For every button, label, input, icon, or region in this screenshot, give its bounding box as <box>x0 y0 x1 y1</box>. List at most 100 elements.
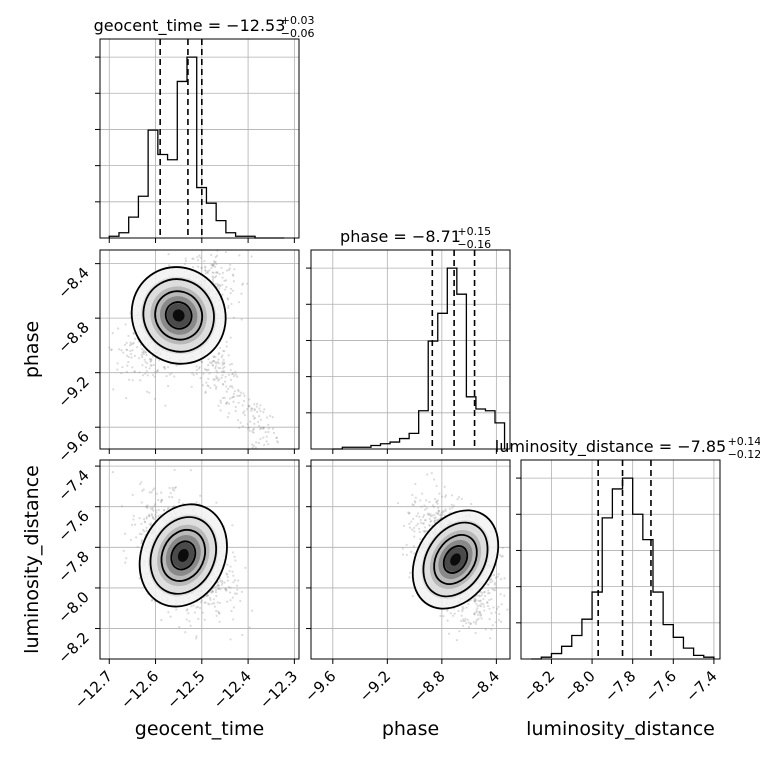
sample-point <box>216 583 220 586</box>
sample-point <box>481 592 484 595</box>
sample-point <box>229 263 232 266</box>
sample-point <box>221 396 225 400</box>
sample-point <box>486 601 489 605</box>
sample-point <box>163 366 166 369</box>
sample-point <box>229 292 232 295</box>
sample-point <box>199 376 202 380</box>
sample-point <box>126 354 129 357</box>
sample-point <box>146 362 149 365</box>
sample-point <box>196 605 200 608</box>
sample-point <box>216 371 219 374</box>
sample-point <box>429 515 433 518</box>
sample-point <box>497 605 500 608</box>
sample-point <box>501 555 504 558</box>
sample-point <box>480 617 483 620</box>
sample-point <box>439 514 442 517</box>
sample-point <box>413 535 416 538</box>
sample-point <box>143 530 146 533</box>
y-tick-label: −9.6 <box>54 427 92 465</box>
sample-point <box>196 256 199 259</box>
sample-point <box>420 505 423 508</box>
sample-point <box>167 611 170 614</box>
sample-point <box>482 597 485 601</box>
sample-point <box>219 588 222 591</box>
sample-point <box>217 362 220 365</box>
sample-point <box>217 366 220 370</box>
sample-point <box>139 379 142 382</box>
sample-point <box>232 618 235 621</box>
sample-point <box>478 595 482 598</box>
histogram-phase <box>332 267 506 450</box>
sample-point <box>227 306 230 309</box>
sample-point <box>213 378 216 381</box>
x-tick-label: −8.4 <box>465 667 503 705</box>
panel-frame <box>99 459 300 660</box>
contour-line <box>422 521 489 598</box>
sample-point <box>230 384 233 388</box>
sample-point <box>265 435 268 438</box>
sample-point <box>125 396 128 400</box>
sample-point <box>231 386 234 389</box>
sample-point <box>460 614 463 617</box>
sample-point <box>407 512 411 515</box>
sample-point <box>267 423 270 426</box>
sample-point <box>142 349 145 352</box>
sample-point <box>255 405 258 408</box>
sample-point <box>216 376 219 380</box>
sample-point <box>431 504 435 507</box>
x-tick-label: −12.3 <box>256 667 301 712</box>
sample-point <box>139 482 142 486</box>
sample-point <box>478 604 481 607</box>
scatter-points <box>108 250 279 449</box>
sample-point <box>240 292 243 295</box>
sample-point <box>168 373 171 376</box>
sample-point <box>246 282 249 285</box>
sample-point <box>230 396 234 399</box>
sample-point <box>418 530 421 534</box>
sample-point <box>446 609 449 612</box>
sample-point <box>185 609 188 612</box>
contour-line <box>164 301 193 330</box>
sample-point <box>474 620 478 623</box>
sample-point <box>217 611 221 614</box>
sample-point <box>151 516 155 519</box>
sample-point <box>431 514 434 517</box>
sample-point <box>197 265 200 268</box>
sample-point <box>169 492 172 495</box>
sample-point <box>255 402 259 405</box>
sample-point <box>212 260 216 263</box>
density-level <box>177 549 189 562</box>
sample-point <box>214 361 217 364</box>
sample-point <box>192 257 195 260</box>
sample-point <box>203 618 206 621</box>
sample-point <box>222 349 225 353</box>
sample-point <box>174 486 178 489</box>
sample-point <box>416 522 419 525</box>
x-tick-label: −9.6 <box>301 667 339 705</box>
sample-point <box>219 399 222 402</box>
sample-point <box>269 414 272 418</box>
sample-point <box>118 348 121 351</box>
sample-point <box>492 606 495 609</box>
sample-point <box>151 373 155 377</box>
sample-point <box>225 285 228 289</box>
sample-point <box>482 591 485 594</box>
sample-point <box>446 619 449 622</box>
title-minus: −0.12 <box>728 448 760 461</box>
sample-point <box>254 446 257 449</box>
sample-point <box>217 352 220 356</box>
sample-point <box>140 522 143 525</box>
sample-point <box>257 441 260 445</box>
sample-point <box>251 443 254 446</box>
sample-point <box>145 515 148 519</box>
sample-point <box>195 637 198 640</box>
sample-point <box>500 555 503 558</box>
sample-point <box>447 632 451 635</box>
sample-point <box>212 263 215 266</box>
sample-point <box>496 607 499 611</box>
sample-point <box>211 278 214 281</box>
sample-point <box>253 409 256 412</box>
sample-point <box>144 350 147 354</box>
sample-point <box>145 390 149 393</box>
sample-point <box>218 612 221 615</box>
